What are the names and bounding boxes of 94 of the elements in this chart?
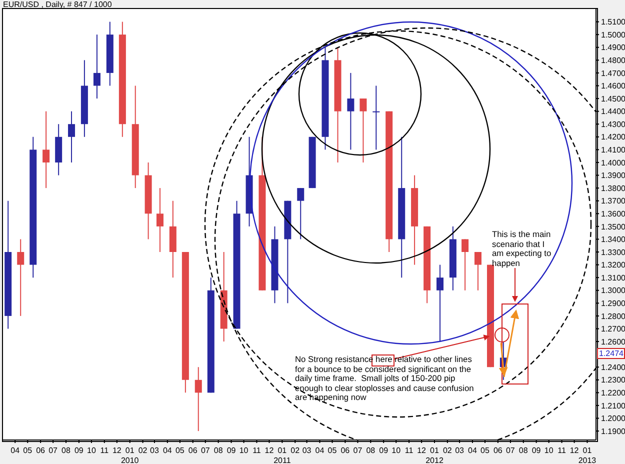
x-tick-label: 06 bbox=[493, 446, 503, 455]
annotation: This is the main scenario that I am expecting to happen bbox=[492, 229, 552, 268]
x-tick-label: 01 2013 bbox=[578, 446, 597, 464]
x-tick-label: 06 bbox=[36, 446, 46, 455]
candlestick bbox=[462, 238, 469, 291]
y-tick-label: 1.1900 bbox=[601, 426, 625, 436]
x-tick-label: 11 bbox=[252, 446, 262, 455]
y-tick-label: 1.2400 bbox=[601, 362, 625, 372]
x-tick-label: 11 bbox=[100, 446, 110, 455]
x-tick-label: 04 bbox=[315, 446, 325, 455]
x-tick-label: 07 bbox=[48, 446, 58, 455]
x-tick-label: 09 bbox=[74, 446, 84, 455]
x-tick-label: 05 bbox=[480, 446, 490, 455]
x-tick-label: 03 bbox=[455, 446, 465, 455]
candlestick bbox=[474, 251, 482, 291]
x-tick-label: 10 bbox=[544, 446, 554, 455]
x-tick-label: 02 bbox=[442, 446, 452, 455]
y-tick-label: 1.4700 bbox=[601, 68, 625, 78]
x-tick-label: 09 bbox=[226, 446, 236, 455]
x-tick-label: 08 bbox=[366, 446, 376, 455]
x-tick-label: 12 bbox=[264, 446, 274, 455]
x-tick-label: 06 bbox=[188, 446, 198, 455]
chart-title: EUR/USD , Daily, # 847 / 1000 bbox=[3, 0, 112, 9]
y-tick-label: 1.4100 bbox=[601, 146, 625, 155]
x-tick-label: 05 bbox=[23, 446, 33, 455]
y-tick-label: 1.2000 bbox=[601, 414, 625, 424]
y-tick-label: 1.5000 bbox=[601, 30, 625, 40]
candlestick bbox=[297, 188, 304, 240]
y-tick-label: 1.4400 bbox=[601, 107, 625, 116]
y-tick-label: 1.3800 bbox=[601, 184, 625, 193]
x-tick-label: 02 bbox=[290, 446, 300, 455]
y-tick-label: 1.5100 bbox=[601, 18, 625, 27]
y-tick-label: 1.3600 bbox=[601, 209, 625, 218]
y-tick-label: 1.2800 bbox=[601, 312, 625, 321]
x-tick-label: 12 bbox=[112, 446, 122, 455]
y-tick-label: 1.3100 bbox=[601, 273, 625, 282]
candlestick bbox=[347, 72, 354, 150]
y-tick-label: 1.3400 bbox=[601, 235, 625, 244]
x-tick-label: 07 bbox=[353, 446, 363, 455]
x-tick-label: 04 bbox=[162, 446, 172, 455]
x-tick-label: 05 bbox=[328, 446, 338, 455]
x-tick-label: 09 bbox=[532, 446, 542, 455]
x-tick-label: 10 bbox=[87, 446, 96, 455]
candlestick bbox=[156, 188, 164, 252]
candlestick bbox=[194, 366, 202, 432]
x-tick-label: 11 bbox=[404, 446, 414, 455]
x-tick-label: 07 bbox=[506, 446, 516, 455]
y-tick-label: 1.3200 bbox=[601, 260, 625, 270]
y-tick-label: 1.3300 bbox=[601, 248, 625, 257]
y-tick-label: 1.4600 bbox=[601, 82, 625, 91]
y-tick-label: 1.2300 bbox=[601, 376, 625, 385]
y-tick-label: 1.3500 bbox=[601, 222, 625, 232]
x-tick-label: 12 bbox=[570, 446, 580, 455]
x-tick-label: 02 bbox=[138, 446, 148, 455]
x-tick-label: 09 bbox=[379, 446, 389, 455]
x-tick-label: 03 bbox=[302, 446, 312, 455]
y-tick-label: 1.4200 bbox=[601, 132, 625, 142]
x-tick-label: 03 bbox=[150, 446, 160, 455]
y-tick-label: 1.3900 bbox=[601, 171, 625, 180]
candlestick bbox=[17, 238, 24, 316]
x-tick-label: 08 bbox=[214, 446, 224, 455]
y-tick-label: 1.4800 bbox=[601, 56, 625, 65]
candlestick bbox=[436, 264, 444, 342]
x-tick-label: 01 2012 bbox=[426, 446, 444, 464]
x-tick-label: 01 2011 bbox=[274, 446, 292, 464]
x-tick-label: 10 bbox=[392, 446, 402, 455]
y-tick-label: 1.4900 bbox=[601, 43, 625, 52]
y-tick-label: 1.3000 bbox=[601, 286, 625, 296]
y-tick-label: 1.4500 bbox=[601, 94, 625, 104]
x-tick-label: 06 bbox=[340, 446, 350, 455]
y-tick-label: 1.4300 bbox=[601, 120, 625, 129]
y-tick-label: 1.4000 bbox=[601, 158, 625, 168]
candlestick bbox=[360, 98, 367, 163]
y-tick-label: 1.2600 bbox=[601, 337, 625, 346]
x-tick-label: 08 bbox=[62, 446, 72, 455]
candlestick bbox=[68, 110, 76, 163]
x-tick-label: 07 bbox=[200, 446, 210, 455]
y-tick-label: 1.2200 bbox=[601, 388, 625, 398]
x-tick-label: 04 bbox=[468, 446, 478, 455]
x-tick-label: 01 2010 bbox=[120, 446, 140, 464]
x-tick-label: 10 bbox=[239, 446, 249, 455]
candlestick bbox=[93, 34, 100, 100]
y-tick-label: 1.2100 bbox=[601, 401, 625, 410]
candlestick bbox=[42, 110, 50, 189]
x-tick-label: 08 bbox=[518, 446, 528, 455]
x-tick-label: 05 bbox=[175, 446, 185, 455]
x-tick-label: 11 bbox=[558, 446, 566, 455]
x-tick-label: 04 bbox=[10, 446, 20, 455]
y-tick-label: 1.2700 bbox=[601, 324, 625, 334]
y-tick-label: 1.3700 bbox=[601, 196, 625, 206]
y-tick-label: 1.2900 bbox=[601, 298, 625, 308]
candlestick bbox=[372, 85, 380, 150]
text: 1.2474 bbox=[597, 348, 625, 359]
x-tick-label: 12 bbox=[417, 446, 427, 455]
